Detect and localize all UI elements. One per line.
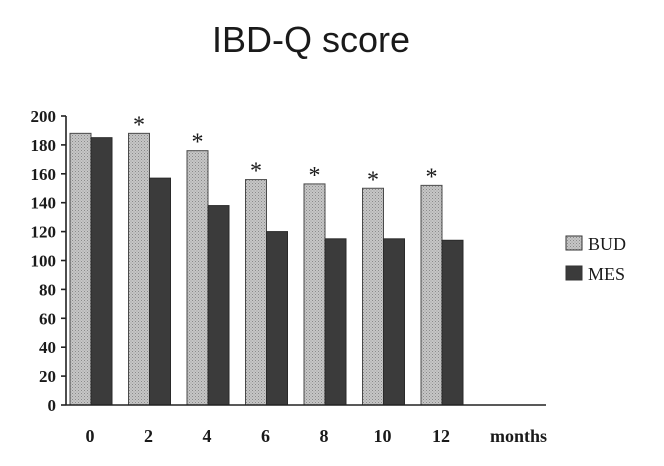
y-tick-label: 100	[31, 252, 57, 271]
bar-bud-8	[303, 183, 326, 406]
x-tick-label: 10	[374, 426, 392, 446]
significance-star: *	[250, 159, 262, 185]
x-axis-ticks: 0 2 4 6 8 10 12	[86, 426, 451, 446]
significance-star: *	[192, 130, 204, 156]
y-tick-label: 180	[31, 136, 57, 155]
x-tick-label: 12	[432, 426, 450, 446]
bar-mes-2	[149, 177, 171, 406]
y-tick-label: 120	[31, 223, 57, 242]
y-tick-label: 160	[31, 165, 57, 184]
y-axis-ticks: 0 20 40 60 80 100 120 140 160 180 200	[31, 107, 66, 415]
x-tick-label: 4	[203, 426, 212, 446]
y-tick-label: 60	[39, 309, 56, 328]
x-tick-label: 8	[320, 426, 329, 446]
bar-mes-4	[207, 205, 230, 406]
legend-swatch-bud	[565, 235, 583, 251]
significance-star: *	[133, 112, 145, 138]
bar-mes-0	[90, 137, 113, 406]
legend-label-mes: MES	[588, 264, 625, 284]
legend-label-bud: BUD	[588, 234, 626, 254]
x-tick-label: 6	[261, 426, 270, 446]
bar-bud-4	[186, 150, 209, 406]
significance-star: *	[367, 167, 379, 193]
y-tick-label: 200	[31, 107, 57, 126]
bar-series	[69, 132, 464, 406]
bar-bud-6	[245, 179, 267, 406]
bar-bud-12	[420, 184, 443, 406]
chart-title: IBD-Q score	[212, 19, 410, 60]
bar-mes-6	[266, 231, 288, 406]
x-tick-label: 2	[144, 426, 153, 446]
legend-swatch-mes	[565, 265, 583, 281]
y-tick-label: 0	[48, 396, 57, 415]
y-tick-label: 140	[31, 194, 57, 213]
significance-markers: * * * * * *	[133, 112, 438, 193]
x-axis-label: months	[490, 426, 547, 446]
bar-mes-10	[383, 238, 405, 406]
bar-bud-0	[69, 132, 92, 406]
y-tick-label: 80	[39, 280, 56, 299]
y-tick-label: 40	[39, 338, 56, 357]
y-tick-label: 20	[39, 367, 56, 386]
significance-star: *	[426, 164, 438, 190]
bar-mes-8	[324, 238, 347, 406]
bar-bud-2	[128, 132, 150, 406]
legend: BUD MES	[565, 234, 626, 284]
bar-mes-12	[441, 239, 464, 406]
bar-bud-10	[362, 187, 384, 406]
x-tick-label: 0	[86, 426, 95, 446]
significance-star: *	[309, 163, 321, 189]
